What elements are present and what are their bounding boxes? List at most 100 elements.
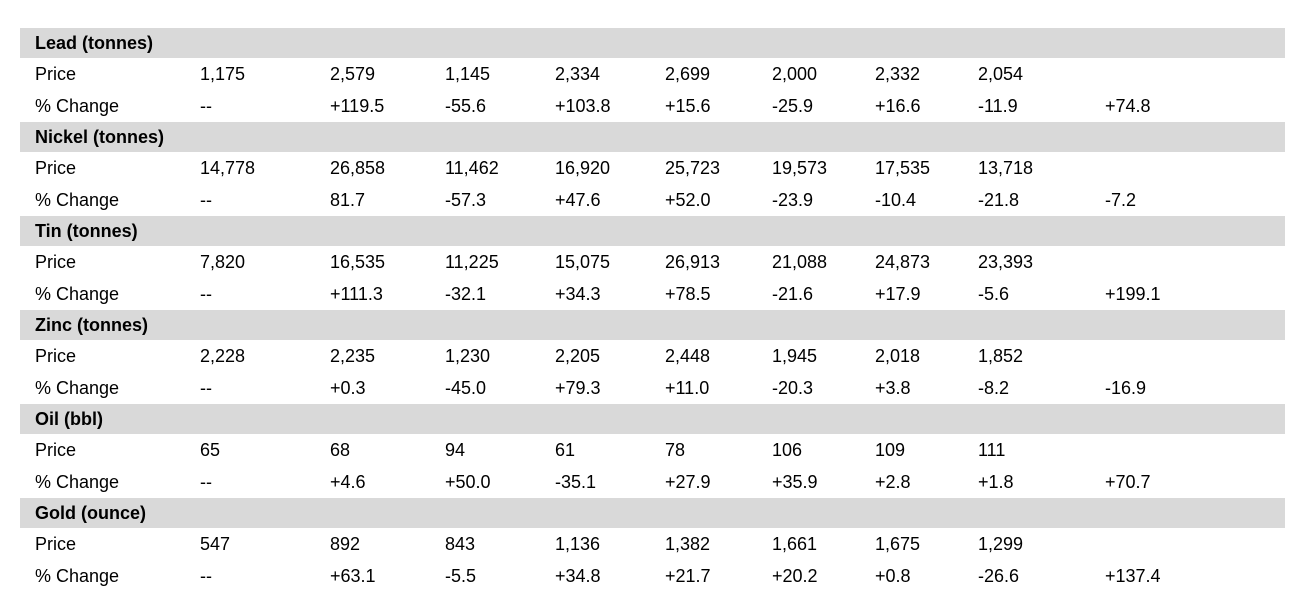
price-value: 1,661 <box>772 528 875 560</box>
price-value: 1,382 <box>665 528 772 560</box>
section-header: Nickel (tonnes) <box>20 122 1286 152</box>
row-label-change: % Change <box>20 184 200 216</box>
price-value: 892 <box>330 528 445 560</box>
price-value: 2,579 <box>330 58 445 90</box>
change-value: +11.0 <box>665 372 772 404</box>
change-value: +1.8 <box>978 466 1105 498</box>
price-value <box>1105 434 1286 466</box>
row-label-price: Price <box>20 528 200 560</box>
change-value: +111.3 <box>330 278 445 310</box>
change-value: -7.2 <box>1105 184 1286 216</box>
change-row: % Change -- 81.7 -57.3 +47.6 +52.0 -23.9… <box>20 184 1286 216</box>
change-value: -25.9 <box>772 90 875 122</box>
price-row: Price 7,820 16,535 11,225 15,075 26,913 … <box>20 246 1286 278</box>
price-value: 2,000 <box>772 58 875 90</box>
price-value: 109 <box>875 434 978 466</box>
change-value: -- <box>200 560 330 592</box>
price-value: 106 <box>772 434 875 466</box>
row-label-change: % Change <box>20 466 200 498</box>
price-row: Price 65 68 94 61 78 106 109 111 <box>20 434 1286 466</box>
change-value: +3.8 <box>875 372 978 404</box>
price-value: 14,778 <box>200 152 330 184</box>
price-value <box>1105 340 1286 372</box>
change-value: +47.6 <box>555 184 665 216</box>
change-value: -23.9 <box>772 184 875 216</box>
price-value <box>1105 58 1286 90</box>
price-value: 24,873 <box>875 246 978 278</box>
change-row: % Change -- +119.5 -55.6 +103.8 +15.6 -2… <box>20 90 1286 122</box>
section-header: Gold (ounce) <box>20 498 1286 528</box>
change-row: % Change -- +63.1 -5.5 +34.8 +21.7 +20.2… <box>20 560 1286 592</box>
price-value: 1,675 <box>875 528 978 560</box>
commodity-price-table: Lead (tonnes) Price 1,175 2,579 1,145 2,… <box>20 28 1286 592</box>
price-value: 2,699 <box>665 58 772 90</box>
change-value: +21.7 <box>665 560 772 592</box>
price-value: 1,299 <box>978 528 1105 560</box>
change-value: 81.7 <box>330 184 445 216</box>
change-value: -35.1 <box>555 466 665 498</box>
price-row: Price 14,778 26,858 11,462 16,920 25,723… <box>20 152 1286 184</box>
change-value: +35.9 <box>772 466 875 498</box>
change-value: +50.0 <box>445 466 555 498</box>
change-value: -5.5 <box>445 560 555 592</box>
change-value: -16.9 <box>1105 372 1286 404</box>
price-row: Price 2,228 2,235 1,230 2,205 2,448 1,94… <box>20 340 1286 372</box>
price-value: 547 <box>200 528 330 560</box>
price-row: Price 1,175 2,579 1,145 2,334 2,699 2,00… <box>20 58 1286 90</box>
section-header: Oil (bbl) <box>20 404 1286 434</box>
change-value: -- <box>200 278 330 310</box>
change-value: -55.6 <box>445 90 555 122</box>
change-row: % Change -- +4.6 +50.0 -35.1 +27.9 +35.9… <box>20 466 1286 498</box>
price-value <box>1105 246 1286 278</box>
change-value: -10.4 <box>875 184 978 216</box>
price-value: 16,535 <box>330 246 445 278</box>
price-value <box>1105 528 1286 560</box>
price-row: Price 547 892 843 1,136 1,382 1,661 1,67… <box>20 528 1286 560</box>
section-header-row: Tin (tonnes) <box>20 216 1286 246</box>
change-value: +16.6 <box>875 90 978 122</box>
change-value: +119.5 <box>330 90 445 122</box>
change-value: -- <box>200 372 330 404</box>
row-label-price: Price <box>20 58 200 90</box>
price-value: 2,228 <box>200 340 330 372</box>
section-header-row: Lead (tonnes) <box>20 28 1286 58</box>
price-value: 843 <box>445 528 555 560</box>
price-value: 26,913 <box>665 246 772 278</box>
row-label-price: Price <box>20 340 200 372</box>
change-value: -5.6 <box>978 278 1105 310</box>
commodity-table: Lead (tonnes) Price 1,175 2,579 1,145 2,… <box>20 28 1286 592</box>
price-value: 1,945 <box>772 340 875 372</box>
change-value: +0.3 <box>330 372 445 404</box>
price-value: 21,088 <box>772 246 875 278</box>
price-value: 17,535 <box>875 152 978 184</box>
price-value: 2,448 <box>665 340 772 372</box>
price-value: 94 <box>445 434 555 466</box>
change-value: +20.2 <box>772 560 875 592</box>
section-header: Zinc (tonnes) <box>20 310 1286 340</box>
change-value: -- <box>200 466 330 498</box>
change-value: +27.9 <box>665 466 772 498</box>
change-value: +137.4 <box>1105 560 1286 592</box>
row-label-change: % Change <box>20 90 200 122</box>
price-value: 65 <box>200 434 330 466</box>
change-value: -11.9 <box>978 90 1105 122</box>
price-value: 1,136 <box>555 528 665 560</box>
section-header-row: Oil (bbl) <box>20 404 1286 434</box>
change-value: +103.8 <box>555 90 665 122</box>
change-value: +17.9 <box>875 278 978 310</box>
row-label-change: % Change <box>20 560 200 592</box>
row-label-price: Price <box>20 434 200 466</box>
row-label-change: % Change <box>20 372 200 404</box>
change-row: % Change -- +111.3 -32.1 +34.3 +78.5 -21… <box>20 278 1286 310</box>
price-value: 16,920 <box>555 152 665 184</box>
row-label-price: Price <box>20 246 200 278</box>
change-value: -26.6 <box>978 560 1105 592</box>
change-value: +4.6 <box>330 466 445 498</box>
change-value: +0.8 <box>875 560 978 592</box>
change-value: +2.8 <box>875 466 978 498</box>
price-value: 2,205 <box>555 340 665 372</box>
price-value: 68 <box>330 434 445 466</box>
change-value: -20.3 <box>772 372 875 404</box>
change-value: -21.6 <box>772 278 875 310</box>
change-value: +15.6 <box>665 90 772 122</box>
